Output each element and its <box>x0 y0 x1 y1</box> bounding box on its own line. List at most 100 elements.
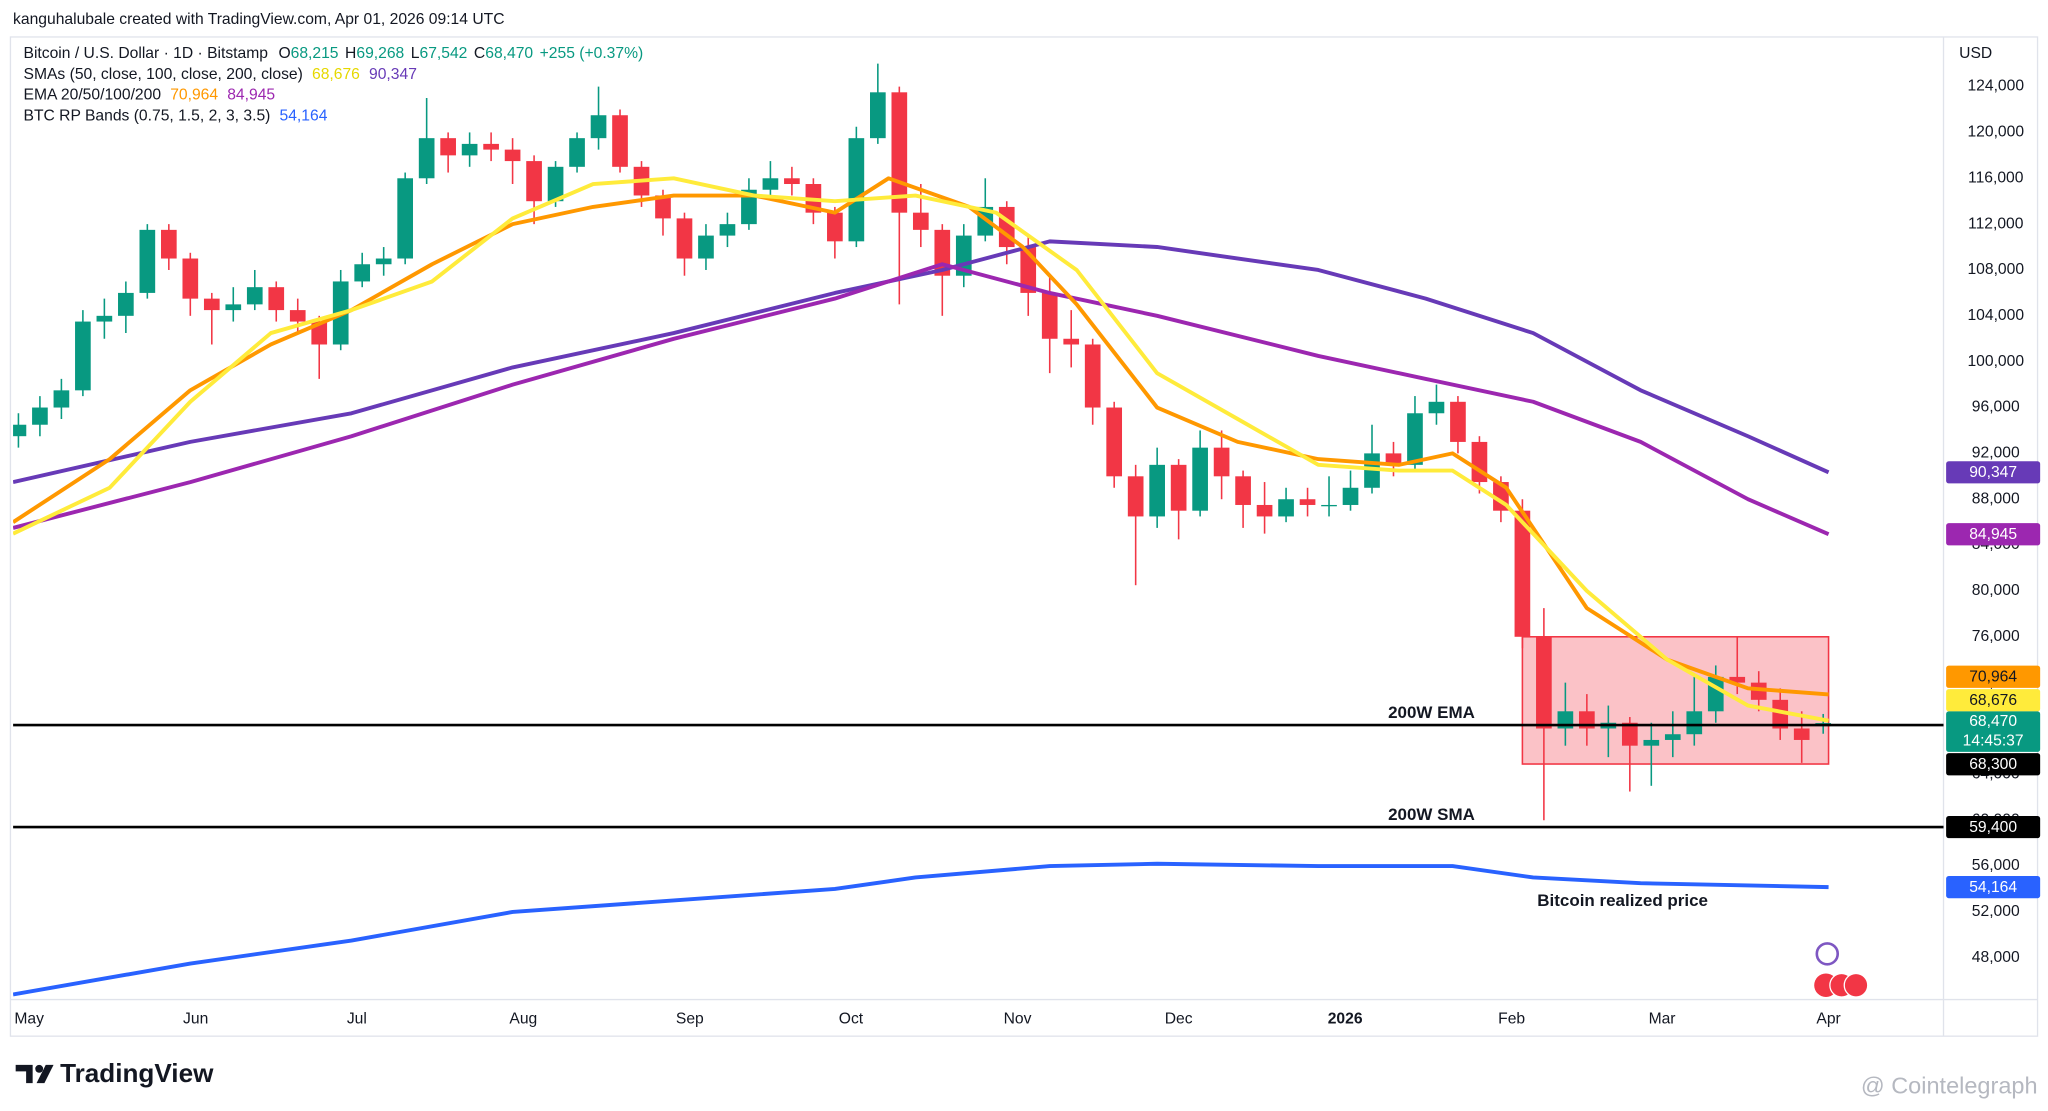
price-badge <box>1946 875 2041 899</box>
indicator-line <box>13 239 1830 485</box>
candle-body <box>13 424 27 437</box>
currency: USD <box>1959 45 1992 62</box>
annotation: Bitcoin realized price <box>1537 891 1708 910</box>
price-badge <box>1946 689 2041 712</box>
y-tick-label: 124,000 <box>1967 78 2024 95</box>
level-name: 200W SMA <box>1388 805 1475 824</box>
y-tick-label: 92,000 <box>1972 445 2020 462</box>
candle-body <box>118 292 134 316</box>
candle-body <box>1643 739 1660 746</box>
candle-body <box>1793 728 1810 740</box>
brand: TradingView <box>60 1058 214 1088</box>
candle-body <box>698 235 714 259</box>
y-tick-label: 112,000 <box>1968 215 2024 232</box>
candle-body <box>827 212 843 242</box>
legend-value: 69,268 <box>356 45 404 62</box>
candle-body <box>53 390 70 408</box>
level-name: 200W EMA <box>1388 703 1475 722</box>
y-tick-label: 80,000 <box>1972 582 2020 599</box>
candle-body <box>397 178 414 259</box>
price-badge-label: 90,347 <box>1969 464 2017 481</box>
legend-value: 54,164 <box>280 108 328 125</box>
candle-body <box>569 138 585 167</box>
candle-body <box>1299 499 1316 505</box>
x-tick-label: Oct <box>839 1010 864 1027</box>
indicator-line <box>13 861 1829 997</box>
legend-key: O <box>278 45 290 62</box>
candle-body <box>612 115 628 167</box>
indicator-line <box>13 176 1829 723</box>
candle-body <box>1256 504 1273 517</box>
logo <box>15 1064 54 1084</box>
watermark: @ Cointelegraph <box>1861 1072 2038 1098</box>
candle-body <box>676 218 693 259</box>
candle-body <box>1084 344 1101 408</box>
candle-body <box>1772 699 1789 729</box>
legend-key: L <box>411 45 420 62</box>
price-badge-label: 84,945 <box>1969 526 2017 543</box>
x-tick-label: Nov <box>1004 1010 1032 1027</box>
candle-body <box>1729 676 1746 683</box>
price-badge <box>1946 815 2041 839</box>
y-tick-label: 96,000 <box>1972 399 2020 416</box>
legend-key: C <box>474 45 485 62</box>
candle-body <box>1428 401 1445 414</box>
candle-body <box>912 212 929 230</box>
candle-body <box>655 195 671 219</box>
x-tick-label: 2026 <box>1328 1010 1363 1027</box>
candle-body <box>268 287 285 311</box>
candle-body <box>1192 447 1208 511</box>
plot <box>13 63 1944 997</box>
legend-change: +255 (+0.37%) <box>540 45 644 62</box>
legend-value: 84,945 <box>227 87 275 104</box>
candle-body <box>1321 504 1337 507</box>
candle-body <box>590 115 607 139</box>
candle-body <box>440 138 456 156</box>
candle-body <box>1041 292 1058 339</box>
candle-body <box>182 258 199 299</box>
legend-value: 68,470 <box>485 45 533 62</box>
y-tick-label: 76,000 <box>1972 628 2020 645</box>
y-tick-label: 48,000 <box>1972 949 2020 966</box>
candle-body <box>483 143 499 150</box>
candle-body <box>203 298 220 311</box>
candle-body <box>1536 636 1552 729</box>
x-tick-label: Dec <box>1165 1010 1193 1027</box>
candle-body <box>1235 476 1251 505</box>
candle-body <box>1170 464 1187 511</box>
candle-body <box>75 321 91 391</box>
legend-value: 90,347 <box>369 66 417 83</box>
candle-body <box>526 161 542 202</box>
price-badge-label: 59,400 <box>1969 819 2017 836</box>
candle-body <box>504 149 521 162</box>
x-tick-label: Mar <box>1649 1010 1676 1027</box>
credit: kanguhalubale created with TradingView.c… <box>13 11 504 28</box>
y-tick-label: 56,000 <box>1972 857 2020 874</box>
x-tick-label: May <box>14 1010 44 1027</box>
candle-body <box>246 287 263 305</box>
candle-body <box>784 178 800 185</box>
candle-body <box>32 407 48 425</box>
legend-row: SMAs (50, close, 100, close, 200, close)… <box>24 66 417 83</box>
legend-row: EMA 20/50/100/200 70,964 84,945 <box>24 87 276 104</box>
candle-body <box>461 143 478 156</box>
x-tick-label: Feb <box>1498 1010 1525 1027</box>
y-tick-label: 104,000 <box>1967 307 2024 324</box>
candle-body <box>1149 464 1165 517</box>
icons <box>1814 942 1869 998</box>
y-tick-label: 116,000 <box>1968 169 2024 186</box>
candle-body <box>289 310 306 322</box>
candle-body <box>139 229 156 293</box>
price-badge-label: 68,300 <box>1969 756 2017 773</box>
legend-value: 68,676 <box>312 66 360 83</box>
candle-body <box>1106 407 1123 477</box>
legend-value: 70,964 <box>170 87 218 104</box>
indicator-line <box>13 262 1830 537</box>
legend-row: BTC RP Bands (0.75, 1.5, 2, 3, 3.5) 54,16… <box>24 108 328 125</box>
candle-body <box>848 138 865 242</box>
price-badge <box>1946 753 2041 776</box>
y-tick-label: 120,000 <box>1967 124 2024 141</box>
x-tick-label: Sep <box>676 1010 704 1027</box>
candle-body <box>547 166 564 202</box>
